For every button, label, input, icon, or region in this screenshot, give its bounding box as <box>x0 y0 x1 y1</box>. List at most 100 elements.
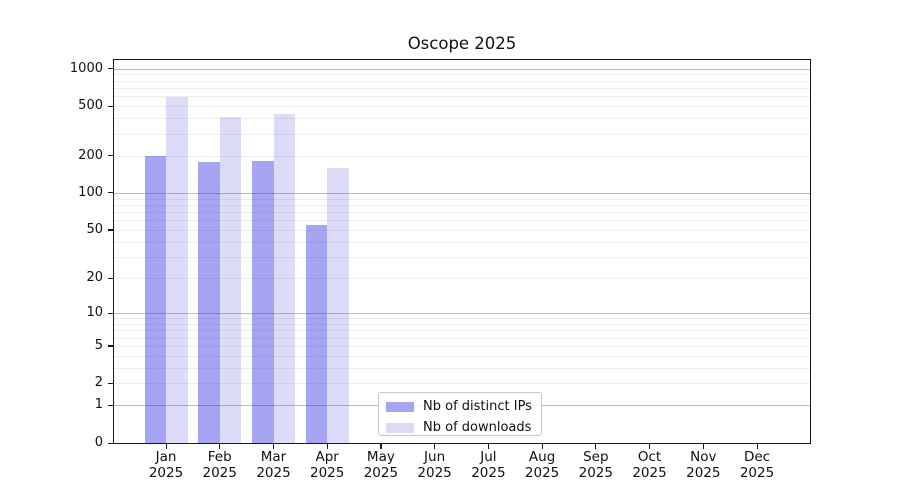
x-tick-label-oct: Oct 2025 <box>618 449 682 481</box>
gridline-minor-70 <box>114 211 810 213</box>
y-tick-50 <box>108 229 114 231</box>
gridline-minor-40 <box>114 241 810 243</box>
bar-nb-of-downloads-jan <box>166 97 188 443</box>
bar-nb-of-distinct-ips-apr <box>305 224 328 443</box>
x-tick-year-jan: 2025 <box>148 464 184 481</box>
x-tick-year-mar: 2025 <box>256 464 291 481</box>
y-tick-label-20: 20 <box>86 270 103 285</box>
y-tick-2 <box>108 382 114 385</box>
gridline-major-10 <box>114 313 810 314</box>
gridline-minor-700 <box>114 87 810 89</box>
chart-title: Oscope 2025 <box>407 34 517 53</box>
x-tick-mar <box>273 444 275 449</box>
y-tick-label-0: 0 <box>94 435 103 450</box>
y-tick-5 <box>108 345 114 347</box>
x-tick-year-jul: 2025 <box>471 464 506 481</box>
x-tick-label-mar: Mar 2025 <box>242 449 306 481</box>
gridline-minor-30 <box>114 256 810 258</box>
y-tick-1000 <box>108 68 114 70</box>
x-tick-label-apr: Apr 2025 <box>295 449 359 481</box>
legend-item-distinct-ips: Nb of distinct IPs <box>379 396 541 417</box>
y-tick-label-1000: 1000 <box>69 60 103 76</box>
x-tick-month-oct: Oct <box>637 449 662 465</box>
y-tick-20 <box>108 277 114 279</box>
x-tick-month-aug: Aug <box>528 449 556 465</box>
x-tick-month-jan: Jan <box>155 449 177 465</box>
y-tick-100 <box>108 192 114 194</box>
x-tick-label-jun: Jun 2025 <box>403 449 467 481</box>
y-tick-0 <box>108 442 114 444</box>
x-tick-year-jun: 2025 <box>417 464 452 481</box>
gridline-minor-5 <box>114 345 810 347</box>
x-tick-apr <box>326 444 328 449</box>
gridline-minor-9 <box>114 318 810 320</box>
gridline-minor-90 <box>114 198 810 200</box>
x-tick-year-dec: 2025 <box>739 464 775 481</box>
x-tick-label-feb: Feb 2025 <box>188 449 252 481</box>
gridline-minor-800 <box>114 80 810 82</box>
gridline-minor-200 <box>114 155 810 157</box>
x-tick-nov <box>702 444 704 449</box>
bar-nb-of-distinct-ips-mar <box>252 161 274 443</box>
x-tick-label-may: May 2025 <box>349 449 413 481</box>
gridline-minor-8 <box>114 323 810 325</box>
y-tick-label-500: 500 <box>78 98 103 113</box>
x-tick-feb <box>219 444 221 449</box>
gridline-minor-7 <box>114 330 810 332</box>
bar-nb-of-downloads-apr <box>327 167 349 443</box>
y-tick-label-2: 2 <box>94 375 103 391</box>
x-tick-month-jul: Jul <box>480 449 497 465</box>
x-tick-month-nov: Nov <box>690 449 717 465</box>
x-tick-year-oct: 2025 <box>632 464 667 481</box>
gridline-minor-20 <box>114 278 810 279</box>
x-tick-year-may: 2025 <box>363 464 399 481</box>
gridline-major-1000 <box>114 68 810 70</box>
x-tick-label-sep: Sep 2025 <box>564 449 628 481</box>
x-tick-month-sep: Sep <box>583 449 609 465</box>
gridline-minor-900 <box>114 74 810 76</box>
x-tick-year-apr: 2025 <box>310 464 345 481</box>
x-tick-dec <box>756 444 758 449</box>
gridline-minor-600 <box>114 96 810 98</box>
legend: Nb of distinct IPs Nb of downloads <box>378 392 542 436</box>
bar-nb-of-distinct-ips-feb <box>198 162 220 443</box>
x-tick-label-nov: Nov 2025 <box>671 449 735 481</box>
gridline-minor-2 <box>114 383 810 385</box>
gridline-minor-4 <box>114 355 810 357</box>
x-tick-label-dec: Dec 2025 <box>725 449 789 481</box>
x-tick-month-jun: Jun <box>424 449 446 465</box>
y-tick-label-10: 10 <box>86 305 103 320</box>
x-tick-year-aug: 2025 <box>524 464 560 481</box>
gridline-minor-3 <box>114 367 810 369</box>
plot-area <box>113 59 811 444</box>
gridline-minor-50 <box>114 229 810 231</box>
x-tick-label-jan: Jan 2025 <box>134 449 198 481</box>
legend-swatch-downloads <box>386 422 414 433</box>
gridline-minor-500 <box>114 106 810 107</box>
y-tick-10 <box>108 312 114 314</box>
x-tick-month-feb: Feb <box>207 449 232 465</box>
y-tick-label-50: 50 <box>86 221 103 237</box>
y-tick-1 <box>108 404 114 407</box>
x-tick-may <box>380 444 382 449</box>
gridline-minor-300 <box>114 133 810 135</box>
x-tick-year-sep: 2025 <box>578 464 613 481</box>
legend-item-downloads: Nb of downloads <box>379 417 541 438</box>
gridline-minor-60 <box>114 220 810 222</box>
y-tick-200 <box>108 155 114 157</box>
bar-nb-of-downloads-mar <box>273 114 295 443</box>
y-tick-label-100: 100 <box>78 184 103 200</box>
x-tick-month-may: May <box>366 449 395 465</box>
gridline-minor-80 <box>114 204 810 206</box>
x-tick-oct <box>649 444 651 449</box>
legend-label-downloads: Nb of downloads <box>423 420 532 435</box>
y-tick-500 <box>108 105 114 107</box>
y-tick-label-1: 1 <box>94 397 103 413</box>
x-tick-month-mar: Mar <box>260 449 287 465</box>
x-tick-jul <box>487 444 490 449</box>
x-tick-label-jul: Jul 2025 <box>456 449 520 481</box>
gridline-major-100 <box>114 192 810 194</box>
legend-label-distinct-ips: Nb of distinct IPs <box>423 399 532 414</box>
x-tick-sep <box>595 444 597 449</box>
